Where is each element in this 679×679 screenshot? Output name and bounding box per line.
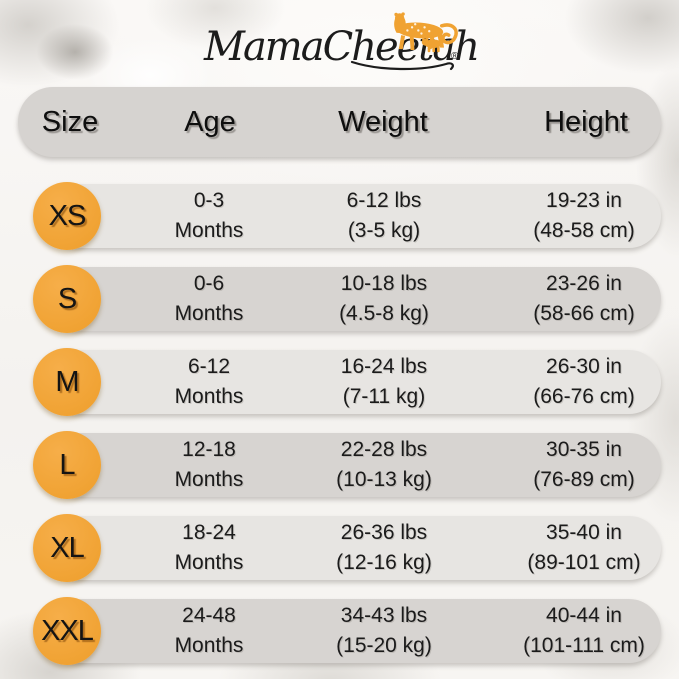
size-badge: XS — [33, 182, 101, 250]
size-badge: M — [33, 348, 101, 416]
weight-cell: 10-18 lbs (4.5-8 kg) — [282, 267, 486, 331]
height-cm: (76-89 cm) — [533, 468, 635, 491]
height-cell: 26-30 in (66-76 cm) — [472, 350, 679, 414]
height-in: 23-26 in — [546, 272, 622, 295]
weight-lbs: 34-43 lbs — [340, 604, 428, 627]
height-cell: 40-44 in (101-111 cm) — [472, 599, 679, 663]
height-cm: (101-111 cm) — [523, 634, 645, 657]
height-cm: (58-66 cm) — [533, 302, 635, 325]
age-cell: 24-48 Months — [129, 599, 289, 663]
weight-cell: 34-43 lbs (15-20 kg) — [282, 599, 486, 663]
table-row: M 6-12 Months 16-24 lbs (7-11 kg) 26-30 … — [0, 348, 679, 416]
age-range: 12-18 — [182, 438, 236, 461]
height-in: 35-40 in — [546, 521, 622, 544]
weight-cell: 16-24 lbs (7-11 kg) — [282, 350, 486, 414]
size-badge: XXL — [33, 597, 101, 665]
weight-lbs: 16-24 lbs — [340, 355, 428, 378]
age-cell: 0-6 Months — [129, 267, 289, 331]
height-in: 40-44 in — [546, 604, 622, 627]
height-cell: 30-35 in (76-89 cm) — [472, 433, 679, 497]
logo-underline-flourish — [350, 60, 454, 71]
brand-logo: MamaCheetah — [0, 0, 679, 86]
row-pill — [50, 350, 661, 414]
col-header-height: Height — [544, 105, 628, 138]
row-pill — [50, 599, 661, 663]
weight-lbs: 22-28 lbs — [340, 438, 428, 461]
table-row: S 0-6 Months 10-18 lbs (4.5-8 kg) 23-26 … — [0, 265, 679, 333]
age-unit: Months — [174, 302, 244, 325]
age-unit: Months — [174, 385, 244, 408]
weight-kg: (12-16 kg) — [336, 551, 432, 574]
col-header-age: Age — [184, 105, 236, 138]
size-badge: L — [33, 431, 101, 499]
age-range: 0-6 — [193, 272, 225, 295]
registered-trademark-symbol: ® — [451, 51, 459, 62]
col-header-weight: Weight — [338, 105, 428, 138]
height-cm: (89-101 cm) — [527, 551, 641, 574]
height-in: 19-23 in — [546, 189, 622, 212]
weight-cell: 6-12 lbs (3-5 kg) — [282, 184, 486, 248]
height-cell: 23-26 in (58-66 cm) — [472, 267, 679, 331]
table-row: L 12-18 Months 22-28 lbs (10-13 kg) 30-3… — [0, 431, 679, 499]
row-pill — [50, 267, 661, 331]
height-cell: 35-40 in (89-101 cm) — [472, 516, 679, 580]
height-cm: (66-76 cm) — [533, 385, 635, 408]
row-pill — [50, 433, 661, 497]
weight-kg: (4.5-8 kg) — [339, 302, 429, 325]
age-cell: 6-12 Months — [129, 350, 289, 414]
age-range: 6-12 — [187, 355, 231, 378]
table-row: XL 18-24 Months 26-36 lbs (12-16 kg) 35-… — [0, 514, 679, 582]
row-pill — [50, 516, 661, 580]
weight-lbs: 26-36 lbs — [340, 521, 428, 544]
height-cell: 19-23 in (48-58 cm) — [472, 184, 679, 248]
age-cell: 0-3 Months — [129, 184, 289, 248]
height-in: 26-30 in — [546, 355, 622, 378]
age-cell: 12-18 Months — [129, 433, 289, 497]
weight-kg: (7-11 kg) — [342, 385, 426, 408]
table-header-row: Size Age Weight Height — [18, 87, 661, 157]
weight-kg: (3-5 kg) — [347, 219, 421, 242]
weight-kg: (10-13 kg) — [336, 468, 432, 491]
table-row: XS 0-3 Months 6-12 lbs (3-5 kg) 19-23 in… — [0, 182, 679, 250]
row-pill — [50, 184, 661, 248]
size-badge: S — [33, 265, 101, 333]
age-unit: Months — [174, 219, 244, 242]
age-range: 0-3 — [193, 189, 225, 212]
weight-lbs: 10-18 lbs — [340, 272, 428, 295]
height-cm: (48-58 cm) — [533, 219, 635, 242]
mama-cheetah-and-cub-icon — [394, 12, 458, 53]
table-row: XXL 24-48 Months 34-43 lbs (15-20 kg) 40… — [0, 597, 679, 665]
weight-cell: 22-28 lbs (10-13 kg) — [282, 433, 486, 497]
age-unit: Months — [174, 634, 244, 657]
age-range: 18-24 — [182, 521, 236, 544]
weight-lbs: 6-12 lbs — [346, 189, 422, 212]
age-unit: Months — [174, 468, 244, 491]
col-header-size: Size — [41, 105, 99, 138]
age-unit: Months — [174, 551, 244, 574]
age-cell: 18-24 Months — [129, 516, 289, 580]
height-in: 30-35 in — [546, 438, 622, 461]
size-badge: XL — [33, 514, 101, 582]
age-range: 24-48 — [182, 604, 236, 627]
weight-kg: (15-20 kg) — [336, 634, 432, 657]
weight-cell: 26-36 lbs (12-16 kg) — [282, 516, 486, 580]
